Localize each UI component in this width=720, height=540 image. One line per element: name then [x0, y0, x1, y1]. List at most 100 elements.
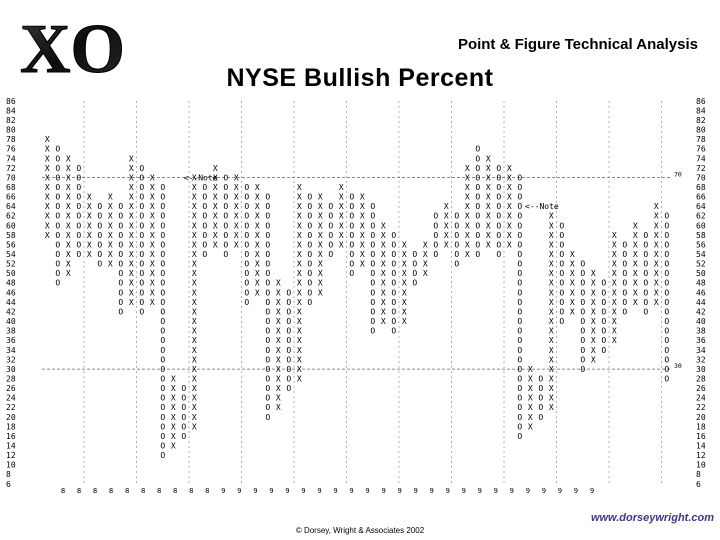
o-box: O [265, 221, 270, 230]
y-tick-label-left: 42 [6, 307, 16, 316]
o-box: O [622, 307, 627, 316]
x-box: X [570, 250, 575, 259]
x-box: X [150, 269, 155, 278]
o-box: O [97, 240, 102, 249]
year-label-decade: 9 [590, 486, 594, 495]
o-box: O [202, 212, 207, 221]
o-box: O [517, 394, 522, 403]
y-tick-label-left: 68 [6, 183, 16, 192]
x-box: X [213, 231, 218, 240]
x-box: X [528, 374, 533, 383]
o-box: O [202, 240, 207, 249]
x-box: X [297, 307, 302, 316]
o-box: O [265, 231, 270, 240]
year-label-decade: 9 [221, 486, 225, 495]
website-link[interactable]: www.dorseywright.com [590, 512, 714, 524]
o-box: O [160, 346, 165, 355]
x-box: X [465, 164, 470, 173]
x-box: X [234, 202, 239, 211]
x-box: X [549, 374, 554, 383]
x-box: X [423, 250, 428, 259]
x-box: X [276, 336, 281, 345]
year-label-decade: 9 [542, 486, 546, 495]
o-box: O [160, 298, 165, 307]
o-box: O [244, 221, 249, 230]
x-box: X [318, 212, 323, 221]
y-tick-label-left: 84 [6, 106, 16, 115]
o-box: O [664, 355, 669, 364]
o-box: O [475, 164, 480, 173]
x-box: X [318, 231, 323, 240]
x-box: X [381, 269, 386, 278]
y-tick-label-left: 28 [6, 374, 16, 383]
o-box: O [391, 317, 396, 326]
x-box: X [192, 250, 197, 259]
year-label-unit: 4 [377, 494, 381, 496]
o-box: O [76, 202, 81, 211]
o-box: O [265, 403, 270, 412]
year-label-unit: 9 [201, 494, 205, 496]
o-box: O [118, 279, 123, 288]
o-box: O [475, 193, 480, 202]
o-box: O [475, 231, 480, 240]
x-box: X [66, 250, 71, 259]
x-box: X [549, 403, 554, 412]
x-box: X [654, 269, 659, 278]
page-subtitle: Point & Figure Technical Analysis [457, 36, 698, 53]
o-box: O [265, 307, 270, 316]
o-box: O [307, 221, 312, 230]
x-box: X [381, 260, 386, 269]
o-box: O [391, 288, 396, 297]
x-box: X [633, 260, 638, 269]
y-tick-label-left: 58 [6, 231, 16, 240]
o-box: O [391, 298, 396, 307]
o-box: O [580, 317, 585, 326]
o-box: O [517, 317, 522, 326]
x-box: X [549, 355, 554, 364]
o-box: O [664, 279, 669, 288]
x-box: X [591, 336, 596, 345]
x-box: X [612, 288, 617, 297]
o-box: O [517, 173, 522, 182]
o-box: O [265, 355, 270, 364]
y-tick-label-right: 44 [696, 298, 706, 307]
x-box: X [150, 288, 155, 297]
o-box: O [601, 279, 606, 288]
y-tick-label-right: 70 [696, 173, 706, 182]
x-box: X [297, 279, 302, 288]
o-box: O [307, 298, 312, 307]
year-label-decade: 9 [494, 486, 498, 495]
o-box: O [559, 317, 564, 326]
o-box: O [202, 193, 207, 202]
year-label-decade: 9 [526, 486, 530, 495]
o-box: O [223, 212, 228, 221]
o-box: O [538, 384, 543, 393]
x-box: X [444, 221, 449, 230]
x-box: X [612, 260, 617, 269]
year-label-unit: 0 [237, 494, 241, 496]
x-box: X [45, 135, 50, 144]
o-box: O [328, 212, 333, 221]
o-box: O [622, 288, 627, 297]
o-box: O [370, 260, 375, 269]
o-box: O [265, 327, 270, 336]
o-box: O [475, 183, 480, 192]
year-label-decade: 9 [253, 486, 257, 495]
o-box: O [517, 327, 522, 336]
o-box: O [517, 413, 522, 422]
o-box: O [139, 279, 144, 288]
year-label-decade: 9 [430, 486, 434, 495]
x-box: X [297, 355, 302, 364]
x-box: X [528, 384, 533, 393]
x-box: X [612, 317, 617, 326]
o-box: O [643, 288, 648, 297]
y-tick-label-right: 24 [696, 394, 706, 403]
x-box: X [255, 231, 260, 240]
year-label-decade: 9 [414, 486, 418, 495]
x-box: X [213, 183, 218, 192]
x-box: X [66, 173, 71, 182]
x-box: X [66, 260, 71, 269]
x-box: X [45, 231, 50, 240]
y-tick-label-left: 24 [6, 394, 16, 403]
o-box: O [244, 231, 249, 240]
